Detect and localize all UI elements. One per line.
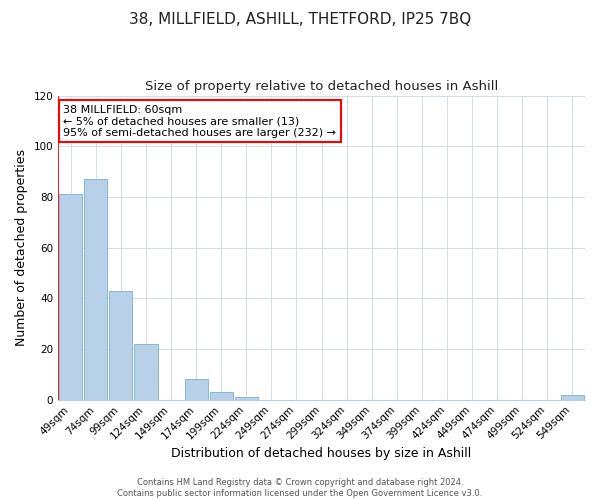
Text: 38, MILLFIELD, ASHILL, THETFORD, IP25 7BQ: 38, MILLFIELD, ASHILL, THETFORD, IP25 7B… (129, 12, 471, 28)
Text: 38 MILLFIELD: 60sqm
← 5% of detached houses are smaller (13)
95% of semi-detache: 38 MILLFIELD: 60sqm ← 5% of detached hou… (64, 104, 337, 138)
Bar (185, 380, 208, 400)
Bar (134, 344, 158, 400)
X-axis label: Distribution of detached houses by size in Ashill: Distribution of detached houses by size … (172, 447, 472, 460)
Y-axis label: Number of detached properties: Number of detached properties (15, 149, 28, 346)
Text: Contains HM Land Registry data © Crown copyright and database right 2024.
Contai: Contains HM Land Registry data © Crown c… (118, 478, 482, 498)
Bar (84, 179, 107, 400)
Bar (561, 394, 584, 400)
Bar (235, 397, 258, 400)
Bar (109, 290, 133, 400)
Bar (59, 194, 82, 400)
Title: Size of property relative to detached houses in Ashill: Size of property relative to detached ho… (145, 80, 498, 93)
Bar (209, 392, 233, 400)
